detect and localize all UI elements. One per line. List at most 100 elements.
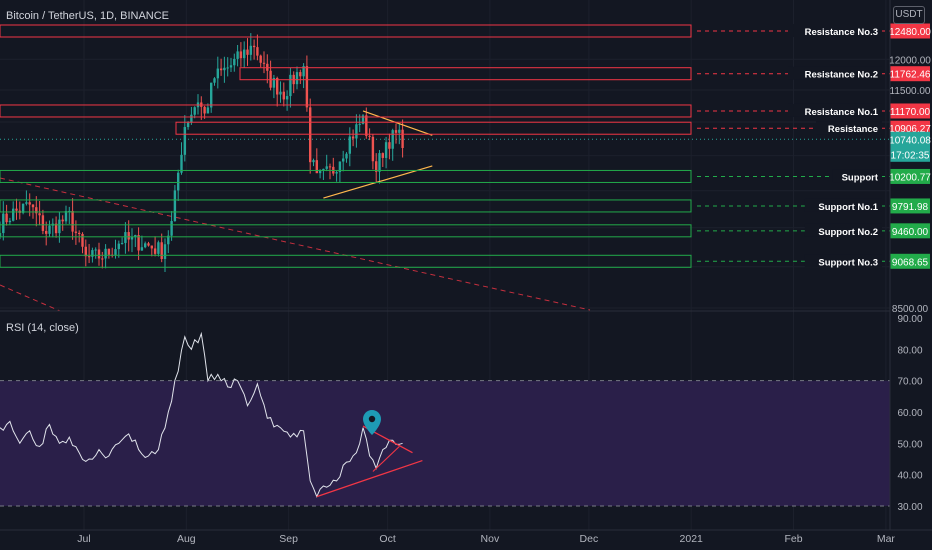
candle-body [134,235,137,238]
candle-body [25,202,28,204]
candle-body [325,166,328,169]
candle [243,41,246,68]
candle [384,136,388,169]
candle [289,67,292,108]
candle-body [61,219,64,222]
candle-body [378,153,381,172]
candle-body [256,47,259,56]
candle [157,240,160,257]
level-name-bg [788,24,882,37]
candle [12,201,15,222]
candle-body [299,72,302,77]
candle-body [206,107,210,114]
candle [81,232,84,254]
candle-body [384,142,388,158]
level-price-tag [890,253,930,269]
candle-body [233,58,236,66]
candle [378,150,381,184]
candle-body [345,153,348,159]
candle-body [35,207,38,214]
candle [48,220,51,237]
candle-body [223,67,226,71]
candle-body [183,127,186,155]
lower-descending-trendline [0,284,61,312]
candle [144,241,147,249]
candle-body [140,247,144,251]
level-name-bg [804,198,882,212]
rsi-indicator-title[interactable]: RSI (14, close) [6,322,79,334]
candle-body [398,129,401,133]
candle [28,193,31,217]
price-tick-label: 11500.00 [890,86,931,97]
last-price-tag [890,131,930,162]
candle [5,204,8,226]
candle [41,209,45,235]
candle [282,82,285,107]
time-axis[interactable]: Jul Aug Sep Oct Nov Dec 2021 Feb Mar [0,529,932,545]
candle-body [335,172,338,174]
candle [193,106,196,119]
candle-body [15,208,18,211]
candle [170,211,173,241]
rsi-tick-label: 70.00 [897,377,922,388]
currency-unit-button[interactable]: USDT [893,6,925,24]
candle [71,198,74,240]
candle-body [239,51,243,59]
candle [213,77,216,86]
candle-body [54,223,58,234]
level-name-bg [816,121,882,135]
candle-body [91,250,94,257]
candle [272,74,276,99]
price-axis[interactable]: 12000.00 11500.00 8500.00 90.00 80.00 70.00 6… [889,0,931,530]
candle-body [157,242,160,254]
candle-body [12,208,15,221]
candle-body [120,242,124,244]
rsi-tick-label: 60.00 [897,408,922,419]
candle-body [193,107,196,115]
candle [2,201,5,241]
rsi-pane[interactable] [0,331,890,507]
level-price-tag [890,23,930,39]
candle [328,163,332,180]
level-price-tag [890,103,930,119]
price-pane[interactable]: Resistance No.3 12480.00 Resistance No.2 11… [0,0,931,530]
candle [160,233,163,263]
candle [226,57,229,77]
candle [351,129,355,147]
candle [355,114,358,148]
candle-body [21,203,25,213]
time-tick-label: Mar [877,533,896,545]
candle [388,133,391,160]
candle [401,119,404,158]
candle-body [101,258,104,260]
candle [94,247,97,259]
candle [252,39,256,60]
candle-body [348,136,351,154]
rsi-tick-label: 30.00 [897,502,922,513]
candle [256,34,259,61]
candle-body [84,246,87,257]
triangle-upper-line [362,110,433,136]
candle-body [190,114,193,123]
candle-body [117,243,120,250]
candle [239,42,243,67]
candle-body [78,232,81,234]
time-axis-ticks: Jul Aug Sep Oct Nov Dec 2021 Feb Mar [77,533,895,545]
candle-body [262,62,266,64]
candle-body [130,237,134,240]
candle-body [186,122,190,128]
candle-body [97,249,101,259]
time-tick-label: Oct [379,533,395,545]
candle-body [41,215,45,231]
location-pin-icon[interactable] [363,410,381,435]
candle-body [71,210,74,232]
price-axis-ticks: 12000.00 11500.00 8500.00 [889,55,931,315]
candle [325,154,328,172]
candle-body [365,115,368,136]
symbol-title[interactable]: Bitcoin / TetherUS, 1D, BINANCE [6,10,170,22]
rsi-tick-label: 80.00 [897,345,922,356]
candle [345,152,348,163]
candle [338,161,342,183]
candle [262,51,266,74]
